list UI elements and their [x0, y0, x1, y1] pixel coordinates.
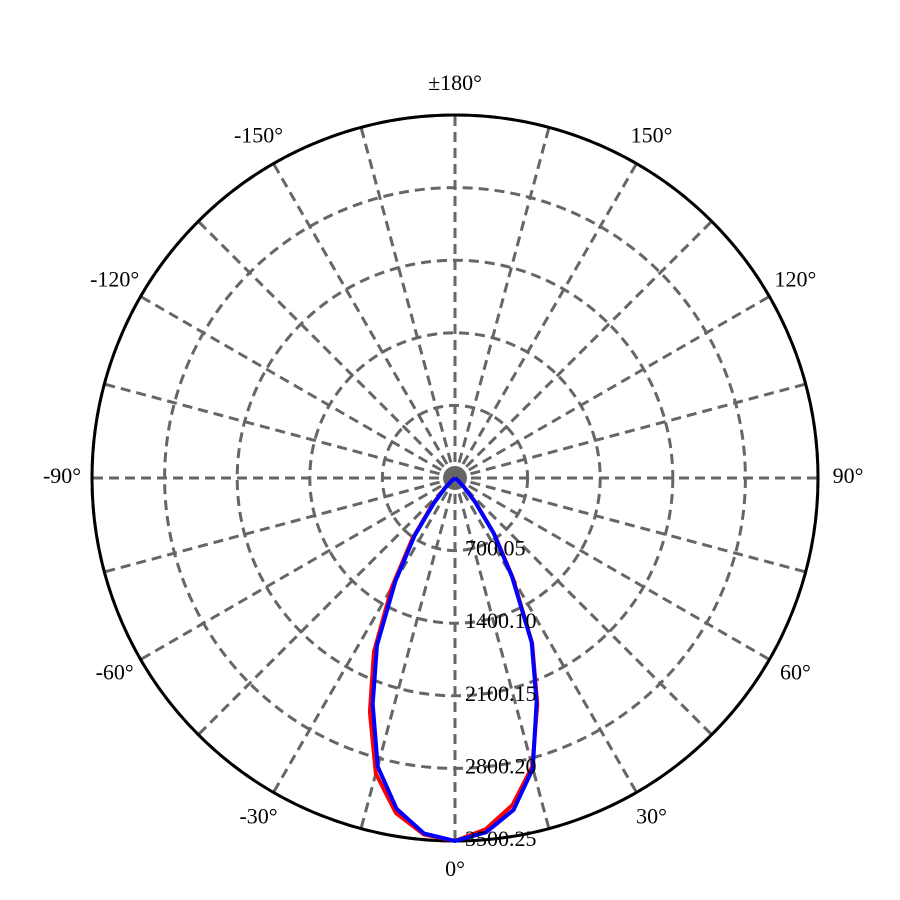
- angle-tick-label: ±180°: [428, 70, 482, 95]
- grid-spoke: [197, 220, 457, 480]
- angle-tick-label: -150°: [234, 123, 283, 148]
- angle-tick-label: -60°: [96, 660, 134, 685]
- angle-tick-label: -90°: [43, 463, 81, 488]
- angle-tick-label: -120°: [90, 267, 139, 292]
- plot-area: [367, 476, 540, 843]
- grid-spoke: [197, 476, 457, 736]
- angle-tick-label: 60°: [780, 660, 811, 685]
- angle-tick-label: 30°: [636, 803, 667, 828]
- grid-spoke: [272, 162, 457, 479]
- r-tick-label: 1400.10: [465, 608, 537, 633]
- grid-spoke: [453, 126, 551, 479]
- r-tick-label: 2100.15: [465, 681, 537, 706]
- grid-spoke: [453, 476, 713, 736]
- r-tick-label: 700.05: [465, 536, 526, 561]
- grid-spoke: [454, 476, 807, 574]
- grid-spoke: [453, 477, 551, 830]
- grid-spoke: [103, 476, 456, 574]
- angle-tick-label: 0°: [445, 856, 465, 881]
- r-tick-label: 2800.20: [465, 753, 537, 778]
- r-tick-label: 3500.25: [465, 826, 537, 851]
- grid-spoke: [359, 126, 457, 479]
- grid-spoke: [103, 382, 456, 480]
- grid-spoke: [454, 295, 771, 480]
- angle-tick-label: 90°: [833, 463, 864, 488]
- grid-spoke: [272, 477, 457, 794]
- grid-spoke: [359, 477, 457, 830]
- labels: 700.05 1400.10 2100.15 2800.20 3500.250° 30° 6…: [43, 70, 863, 881]
- grid-spoke: [454, 476, 771, 661]
- series-line: [370, 476, 539, 843]
- angle-tick-label: 150°: [631, 123, 673, 148]
- grid-spoke: [139, 295, 456, 480]
- angle-tick-label: 120°: [774, 267, 816, 292]
- angle-tick-label: -30°: [239, 803, 277, 828]
- grid-spoke: [453, 477, 638, 794]
- grid-spoke: [454, 382, 807, 480]
- grid-spoke: [453, 220, 713, 480]
- grid-spoke: [453, 162, 638, 479]
- grid-spoke: [139, 476, 456, 661]
